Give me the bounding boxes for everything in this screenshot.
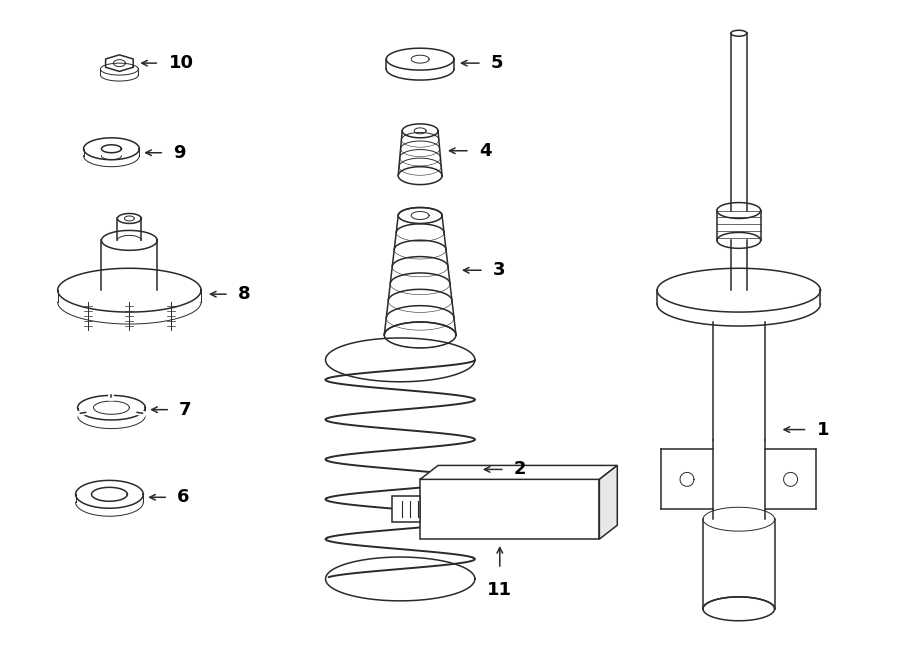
Text: 10: 10 [169,54,194,72]
Text: 9: 9 [173,143,185,162]
Text: 1: 1 [816,420,829,439]
Text: 7: 7 [179,401,192,418]
Bar [392,496,420,522]
Text: 8: 8 [238,285,250,303]
Text: 2: 2 [514,461,526,479]
Text: 3: 3 [493,261,505,279]
Text: 6: 6 [177,488,190,506]
Polygon shape [599,465,617,539]
Text: 5: 5 [491,54,503,72]
Text: 4: 4 [479,141,491,160]
Text: 11: 11 [487,581,512,599]
Bar [420,479,599,539]
Polygon shape [420,465,617,479]
